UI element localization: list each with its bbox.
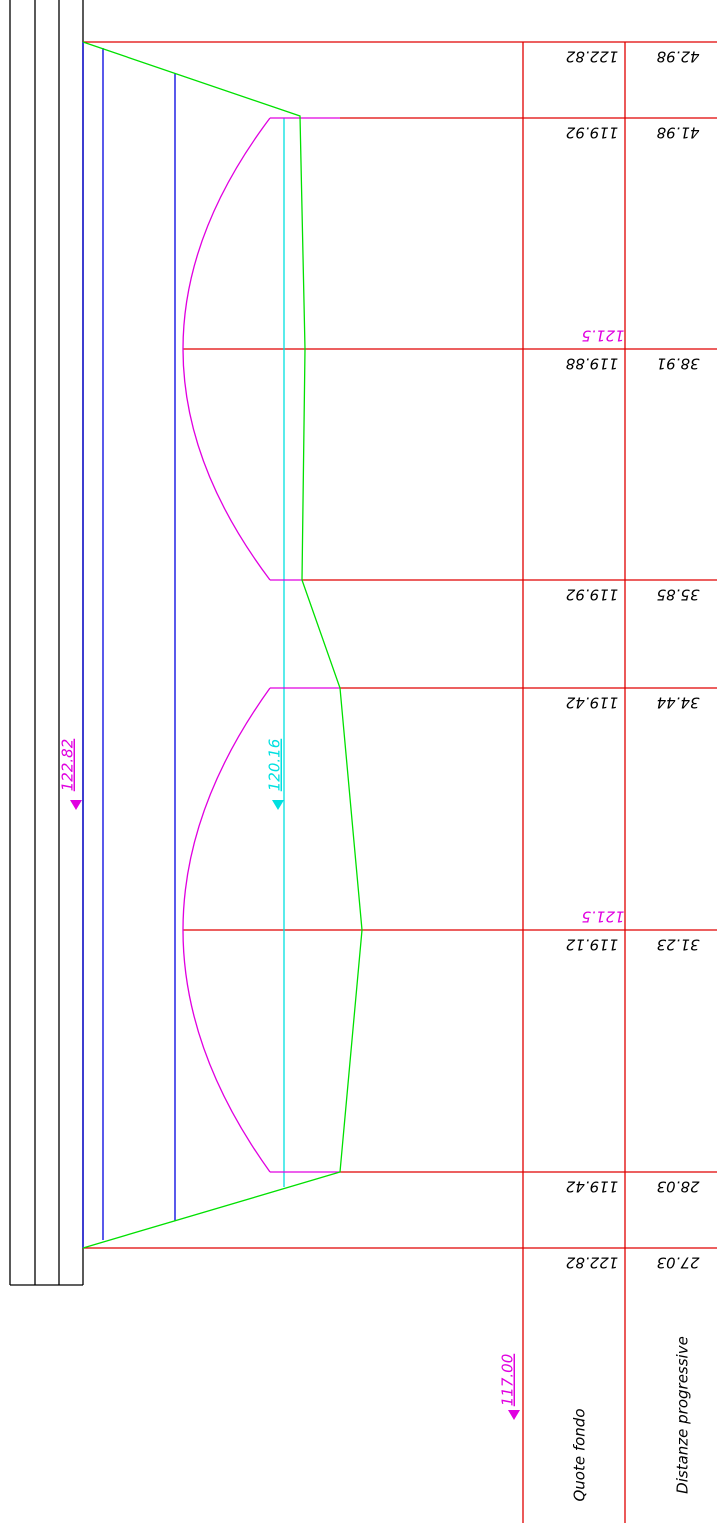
bed-profile (82, 41, 363, 1249)
distanza: 34.44 (657, 694, 700, 712)
grid-lines (83, 41, 717, 1523)
distanza: 31.23 (657, 936, 700, 954)
quota: 119.92 (566, 124, 619, 142)
quota: 119.42 (566, 1178, 619, 1196)
arcs (182, 117, 340, 1173)
quota: 122.82 (566, 1254, 619, 1272)
left-box (9, 0, 84, 1286)
row-label: Distanze progressive (674, 1336, 692, 1494)
quota: 119.92 (566, 586, 619, 604)
quota: 119.42 (566, 694, 619, 712)
marker-icon (508, 1410, 520, 1420)
distanza: 38.91 (657, 355, 700, 373)
quota: 119.88 (566, 355, 619, 373)
distanza: 27.03 (657, 1254, 700, 1272)
distanza: 42.98 (657, 48, 700, 66)
marker-icon (70, 800, 82, 810)
quota: 119.12 (566, 936, 619, 954)
marker-icon (272, 800, 284, 810)
elevation-marker: 122.82 (59, 739, 77, 792)
row-label: Quote fondo (571, 1408, 589, 1501)
quota: 122.82 (566, 48, 619, 66)
distanza: 41.98 (657, 124, 700, 142)
distanza: 28.03 (657, 1178, 700, 1196)
blue-lines (82, 42, 176, 1248)
distanza: 35.85 (657, 586, 700, 604)
weir-label: 121.5 (582, 327, 625, 345)
weir-label: 121.5 (582, 908, 625, 926)
elevation-marker: 117.00 (499, 1354, 517, 1407)
elevation-marker: 120.16 (266, 739, 284, 792)
